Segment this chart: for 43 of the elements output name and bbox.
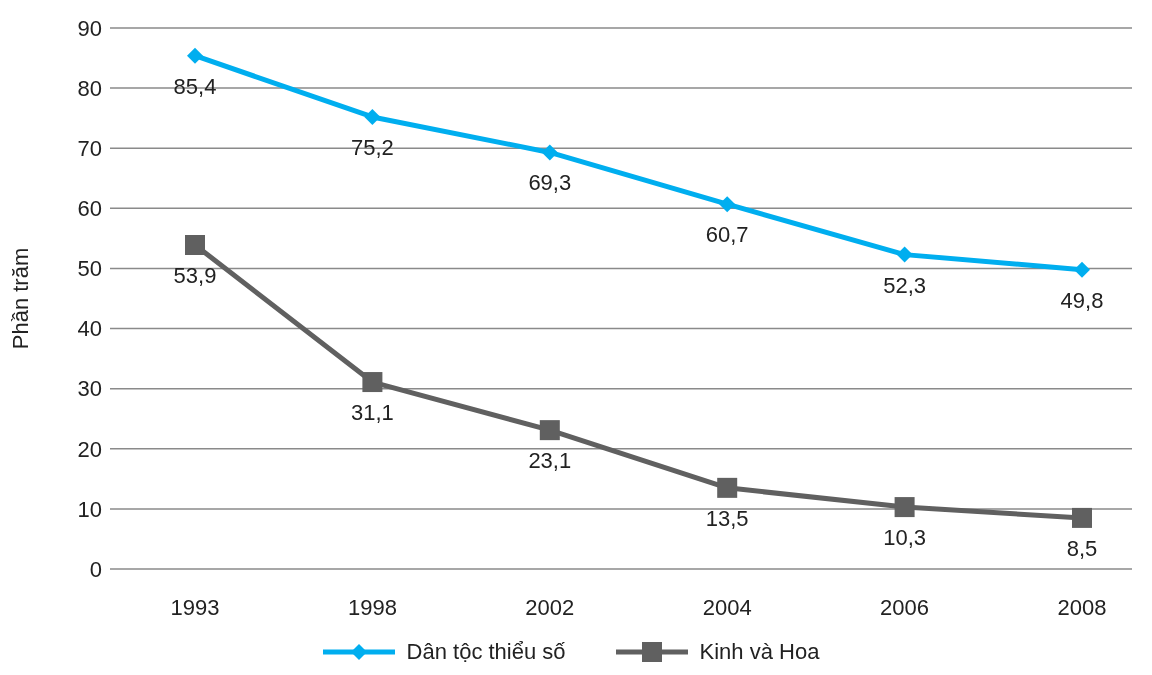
point (896, 246, 913, 263)
data-label: 49,8 (1060, 287, 1104, 313)
point (362, 372, 383, 393)
y-tick-label: 80 (77, 75, 102, 101)
y-tick-label: 30 (77, 376, 102, 402)
point (1074, 261, 1090, 278)
x-tick-label: 2008 (1057, 594, 1107, 620)
data-label: 75,2 (350, 134, 394, 160)
x-tick-label: 1998 (347, 594, 397, 620)
y-tick-label: 50 (77, 256, 102, 282)
point (1072, 507, 1092, 528)
point (894, 497, 915, 518)
x-tick-label: 2004 (702, 594, 752, 620)
y-axis-title: Phần trăm (7, 247, 33, 350)
x-tick-label: 1993 (170, 594, 220, 620)
y-tick-label: 70 (77, 136, 102, 162)
data-label: 8,5 (1066, 535, 1098, 561)
y-tick-label: 10 (77, 496, 102, 522)
data-label: 53,9 (173, 263, 217, 288)
point (541, 144, 558, 161)
point (364, 108, 381, 125)
legend-label: Dân tộc thiểu số (406, 639, 566, 665)
data-label: 31,1 (350, 400, 394, 426)
y-tick-label: 20 (77, 436, 102, 462)
point (539, 420, 560, 441)
y-tick-label: 0 (89, 556, 102, 582)
y-tick-label: 90 (77, 15, 102, 41)
x-tick-label: 2006 (880, 594, 930, 620)
point (717, 477, 738, 498)
x-tick-label: 2002 (525, 594, 575, 620)
y-tick-label: 40 (77, 316, 102, 342)
y-tick-label: 60 (77, 196, 102, 222)
data-label: 10,3 (883, 525, 927, 551)
data-label: 85,4 (173, 73, 217, 99)
point (185, 235, 205, 255)
data-label: 60,7 (705, 222, 749, 248)
data-label: 13,5 (705, 505, 749, 531)
point (187, 47, 203, 64)
point (719, 196, 736, 213)
data-label: 52,3 (883, 272, 927, 298)
legend-label: Kinh và Hoa (699, 639, 820, 665)
data-label: 69,3 (528, 170, 572, 196)
data-label: 23,1 (528, 448, 572, 474)
